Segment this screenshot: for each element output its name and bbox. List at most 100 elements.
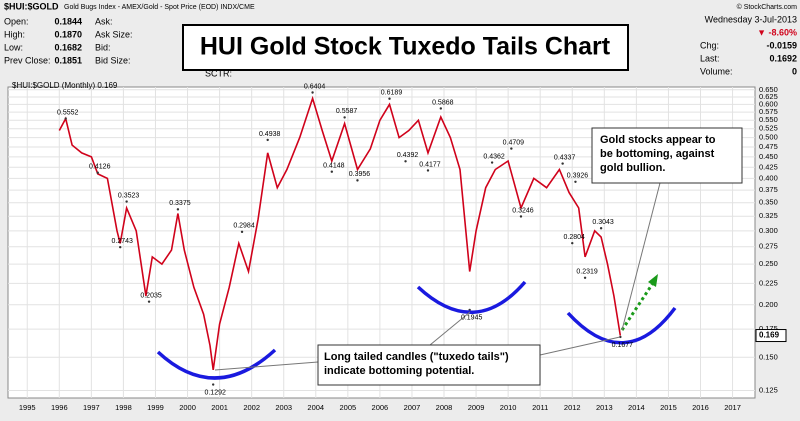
price-point [119, 245, 122, 249]
callout-line [621, 182, 661, 331]
price-point [211, 383, 215, 386]
price-label: 0.2319 [576, 269, 598, 276]
price-label: 0.3375 [169, 200, 191, 207]
title-box [182, 24, 629, 71]
price-point [96, 171, 99, 174]
arrowhead [648, 274, 658, 287]
y-tick-label: 0.250 [759, 259, 778, 268]
quote-value: 0.1692 [769, 53, 797, 63]
y-tick-label: 0.600 [759, 99, 778, 108]
x-tick-label: 2007 [404, 403, 421, 412]
price-line [58, 95, 622, 371]
quote-field: Bid: [95, 42, 111, 52]
y-tick-label: 0.275 [759, 242, 778, 251]
price-label: 0.2984 [233, 223, 255, 230]
header: $HUI:$GOLD Gold Bugs Index - AMEX/Gold -… [4, 1, 797, 37]
y-tick-label: 0.475 [759, 142, 778, 151]
price-label: 0.4177 [419, 161, 441, 168]
price-point [266, 138, 269, 142]
y-tick-label: 0.175 [759, 324, 778, 333]
x-tick-label: 2009 [468, 403, 485, 412]
annotation-box [591, 127, 743, 184]
quote-label: High: [4, 29, 25, 39]
price-point [125, 200, 128, 203]
price-point [519, 215, 523, 218]
price-point [599, 227, 603, 230]
x-tick-label: 2000 [179, 403, 196, 412]
y-tick-label: 0.400 [759, 173, 778, 182]
price-label: 0.3956 [349, 171, 371, 178]
price-point [571, 241, 574, 245]
chart-title: HUI Gold Stock Tuxedo Tails Chart [200, 33, 611, 61]
callout-line [539, 336, 621, 356]
x-tick-label: 2006 [372, 403, 389, 412]
smile [416, 280, 527, 314]
y-tick-label: 0.575 [759, 107, 778, 116]
y-tick-label: 0.325 [759, 211, 778, 220]
price-point [147, 300, 151, 303]
x-tick-label: 1996 [51, 403, 68, 412]
price-label: 0.3043 [592, 219, 614, 226]
symbol: $HUI:$GOLD [4, 1, 59, 11]
quote-value: 0.1682 [54, 42, 82, 52]
quote-value: 0.1844 [54, 16, 82, 26]
y-tick-label: 0.500 [759, 133, 778, 142]
price-point [468, 308, 471, 312]
price-label: 0.6189 [381, 90, 403, 97]
price-label: 0.4392 [397, 152, 419, 159]
source: © StockCharts.com [737, 3, 798, 11]
x-tick-label: 1998 [115, 403, 132, 412]
price-label: 0.4148 [323, 163, 345, 170]
price-label: 0.5868 [432, 99, 454, 106]
price-label: 0.2035 [140, 292, 162, 299]
annotation-text: gold bullion. [600, 162, 665, 174]
price-point [404, 160, 407, 163]
price-point [388, 97, 391, 100]
price-label: 0.1677 [612, 342, 634, 349]
quote-value: -0.0159 [766, 40, 797, 50]
x-tick-label: 2005 [339, 403, 356, 412]
callout-line [429, 311, 471, 346]
x-tick-label: 2011 [532, 403, 548, 412]
legend: $HUI:$GOLD (Monthly) 0.169 [12, 81, 118, 90]
smile [566, 306, 677, 345]
price-label: 0.5552 [57, 109, 79, 116]
quote-value: 0.1870 [54, 29, 82, 39]
price-label: 0.4709 [503, 139, 525, 146]
price-label: 0.2804 [564, 234, 586, 241]
quote-value: 0.1851 [54, 55, 82, 65]
x-tick-label: 2012 [564, 403, 581, 412]
price-label: 0.4362 [483, 153, 505, 160]
price-point [330, 170, 334, 173]
price-point [439, 107, 443, 110]
price-label: 0.3523 [118, 192, 140, 199]
x-tick-label: 2016 [692, 403, 709, 412]
quote-label: Low: [4, 42, 23, 52]
x-tick-label: 1997 [83, 403, 100, 412]
annotation-text: be bottoming, against [600, 148, 715, 160]
y-tick-label: 0.200 [759, 300, 778, 309]
change-pct: ▼ -8.60% [757, 27, 797, 37]
description: Gold Bugs Index - AMEX/Gold - Spot Price… [64, 4, 255, 11]
y-tick-label: 0.425 [759, 162, 778, 171]
price-label: 0.1945 [461, 315, 483, 322]
quote-field: Ask: [95, 16, 113, 26]
price-point [176, 208, 180, 211]
y-tick-label: 0.550 [759, 115, 778, 124]
price-point [311, 91, 314, 94]
x-tick-label: 1995 [19, 403, 36, 412]
y-tick-label: 0.225 [759, 278, 778, 287]
x-tick-label: 2010 [500, 403, 517, 412]
current-price-label: 0.169 [759, 331, 780, 340]
price-point [561, 162, 564, 165]
price-label: 0.2743 [111, 238, 133, 245]
annotation-box [317, 344, 541, 386]
price-label: 0.4126 [89, 164, 111, 171]
x-tick-label: 2002 [243, 403, 260, 412]
arrow [620, 279, 657, 331]
callout-line [214, 361, 319, 371]
price-label: 0.1292 [204, 389, 226, 396]
price-point [583, 276, 587, 280]
smile [156, 348, 277, 380]
quote-label: Chg: [700, 40, 719, 50]
